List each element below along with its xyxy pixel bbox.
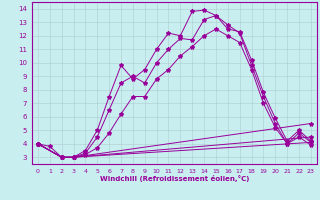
X-axis label: Windchill (Refroidissement éolien,°C): Windchill (Refroidissement éolien,°C): [100, 175, 249, 182]
